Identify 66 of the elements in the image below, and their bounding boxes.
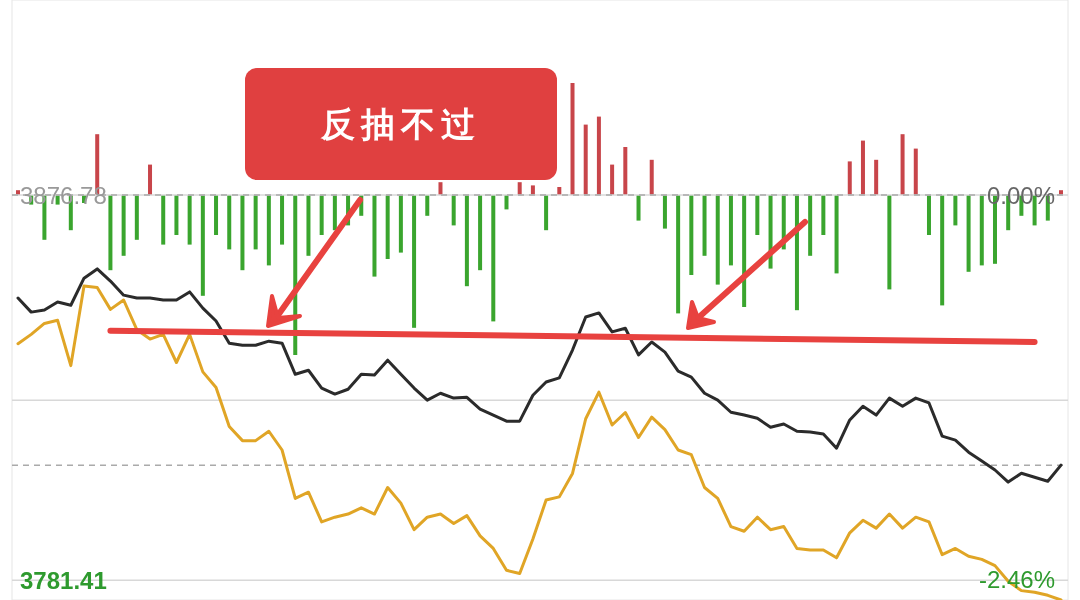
bar <box>728 195 733 266</box>
bar <box>478 195 483 271</box>
bar <box>953 195 958 226</box>
bar <box>280 195 285 245</box>
bar <box>266 195 271 266</box>
bar <box>108 195 113 271</box>
bar <box>702 195 707 256</box>
bar <box>610 164 615 195</box>
bar <box>187 195 192 245</box>
bar <box>425 195 430 216</box>
bar <box>438 182 443 195</box>
bar <box>451 195 456 226</box>
y-tick-label: 3781.41 <box>20 566 107 594</box>
bar <box>570 83 575 195</box>
bar <box>689 195 694 275</box>
bar <box>596 116 601 195</box>
line-series <box>16 267 1063 484</box>
bar <box>940 195 945 306</box>
bar <box>900 134 905 195</box>
bar <box>121 195 126 256</box>
bar <box>913 148 918 195</box>
bar <box>148 164 153 195</box>
bar <box>662 195 667 229</box>
bar <box>161 195 166 245</box>
bar <box>385 195 390 259</box>
bar <box>794 195 799 311</box>
bar <box>332 195 337 231</box>
bar <box>530 185 535 195</box>
line-series <box>16 284 1063 600</box>
bar <box>372 195 377 277</box>
bar <box>504 195 509 210</box>
bar <box>253 195 258 250</box>
bar <box>583 124 588 195</box>
bar <box>636 195 641 221</box>
bar <box>398 195 403 253</box>
bar <box>715 195 720 285</box>
bar <box>544 195 549 231</box>
bar <box>808 195 813 256</box>
bar <box>227 195 232 250</box>
bar <box>464 195 469 287</box>
bar <box>755 195 760 235</box>
bar <box>821 195 826 235</box>
bar <box>926 195 931 235</box>
bar <box>517 182 522 195</box>
bar <box>214 195 219 235</box>
bar <box>491 195 496 322</box>
y2-tick-label: 0.00% <box>986 181 1055 209</box>
bar <box>834 195 839 274</box>
bar <box>742 195 747 307</box>
bar <box>306 195 311 256</box>
bar <box>240 195 245 271</box>
bar <box>200 195 205 296</box>
bar <box>887 195 892 290</box>
bar <box>174 195 179 235</box>
bar <box>860 140 865 195</box>
bar <box>847 161 852 195</box>
bar <box>412 195 417 328</box>
bar <box>319 195 324 235</box>
bar <box>134 195 139 240</box>
bar <box>649 159 654 195</box>
bar <box>966 195 971 272</box>
bar <box>979 195 984 266</box>
bar <box>676 195 681 314</box>
bar <box>874 159 879 195</box>
annotation: 反抽不过 <box>320 104 481 144</box>
bar <box>623 147 628 195</box>
